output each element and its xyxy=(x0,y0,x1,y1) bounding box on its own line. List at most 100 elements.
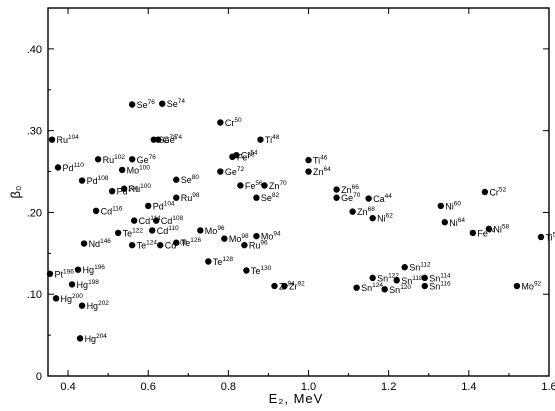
data-point xyxy=(155,136,162,143)
mass-number: 92 xyxy=(534,281,542,288)
element-symbol: Cd xyxy=(165,241,177,251)
element-symbol: Ca xyxy=(373,194,385,204)
data-point-label: Ge70 xyxy=(341,192,361,203)
data-point xyxy=(159,100,166,107)
element-symbol: Te xyxy=(123,228,133,238)
mass-number: 202 xyxy=(98,300,109,307)
data-point-label: Ni62 xyxy=(377,213,393,224)
mass-number: 70 xyxy=(353,192,361,199)
data-point xyxy=(92,207,100,215)
data-point xyxy=(52,295,60,302)
data-point-label: Fe58 xyxy=(237,151,255,162)
data-point-label: Sn120 xyxy=(389,284,411,295)
data-point xyxy=(401,264,408,271)
data-point xyxy=(114,229,122,237)
data-point-label: Pd110 xyxy=(63,162,85,173)
mass-number: 122 xyxy=(388,272,399,279)
data-point-label: Cd116 xyxy=(101,205,123,216)
element-symbol: Cd xyxy=(161,216,173,226)
element-symbol: Pd xyxy=(87,176,98,186)
element-symbol: Ru xyxy=(249,241,261,251)
element-symbol: Se xyxy=(167,99,178,109)
data-point xyxy=(46,270,54,277)
element-symbol: Ru xyxy=(57,135,69,145)
data-point-label: Cr54 xyxy=(241,150,258,161)
data-point xyxy=(393,277,400,284)
data-point xyxy=(305,156,312,164)
data-point xyxy=(78,302,86,309)
data-point-label: Te124 xyxy=(137,240,158,251)
element-symbol: Ge xyxy=(341,193,353,203)
element-symbol: Fe xyxy=(477,228,488,238)
element-symbol: Sn xyxy=(377,273,388,283)
mass-number: 106 xyxy=(128,186,139,193)
mass-number: 74 xyxy=(175,134,183,141)
data-point-label: Ru100 xyxy=(129,183,152,194)
mass-number: 98 xyxy=(241,233,249,240)
element-symbol: Fe xyxy=(245,181,256,191)
element-symbol: Mo xyxy=(521,282,534,292)
element-symbol: Pd xyxy=(63,163,74,173)
element-symbol: Zn xyxy=(313,167,324,177)
x-axis-title: E₂, MeV xyxy=(269,391,324,406)
data-point-label: Cr50 xyxy=(225,117,242,128)
data-point-label: Se80 xyxy=(181,174,200,185)
mass-number: 204 xyxy=(96,333,107,340)
mass-number: 70 xyxy=(279,180,287,187)
data-point xyxy=(94,156,102,163)
mass-number: 80 xyxy=(192,174,200,181)
data-point-label: Hg200 xyxy=(61,293,84,304)
data-point-label: Hg196 xyxy=(83,264,106,275)
data-point-label: Cr52 xyxy=(489,187,506,198)
data-point xyxy=(74,266,82,273)
data-point xyxy=(120,185,128,192)
element-symbol: Zr xyxy=(289,282,298,292)
mass-number: 54 xyxy=(488,227,496,234)
mass-number: 116 xyxy=(440,281,451,288)
data-point-label: Pt196 xyxy=(55,268,75,279)
element-symbol: Pd xyxy=(117,187,128,197)
data-point-label: Sn114 xyxy=(429,272,451,283)
data-point xyxy=(118,166,126,174)
mass-number: 100 xyxy=(139,164,150,171)
mass-number: 82 xyxy=(272,192,280,199)
data-point xyxy=(365,195,372,202)
data-point xyxy=(537,233,545,241)
mass-number: 108 xyxy=(98,175,109,182)
element-symbol: Ni xyxy=(449,218,458,228)
mass-number: 92 xyxy=(297,281,305,288)
element-symbol: Hg xyxy=(77,280,89,290)
data-point xyxy=(369,274,376,282)
data-point xyxy=(271,282,278,290)
data-point xyxy=(421,274,428,282)
element-symbol: Ni xyxy=(377,214,386,224)
mass-number: 50 xyxy=(553,231,555,238)
data-point-label: Fe56 xyxy=(245,180,263,191)
mass-number: 104 xyxy=(164,200,175,207)
element-symbol: Fe xyxy=(237,152,248,162)
mass-number: 54 xyxy=(250,150,258,157)
mass-number: 78 xyxy=(169,134,177,141)
data-point-label: Nd146 xyxy=(89,238,112,249)
data-point xyxy=(145,202,152,210)
plot-frame xyxy=(47,7,550,377)
mass-number: 94 xyxy=(273,231,281,238)
data-point xyxy=(253,232,260,240)
element-symbol: Te xyxy=(181,238,191,248)
mass-number: 44 xyxy=(385,193,393,200)
mass-number: 56 xyxy=(255,180,263,187)
data-point xyxy=(68,281,76,288)
data-point xyxy=(128,156,136,163)
element-symbol: Se xyxy=(137,100,148,110)
element-symbol: Sn xyxy=(361,283,372,293)
data-point-label: Hg204 xyxy=(85,333,108,344)
data-point xyxy=(128,241,136,249)
data-point-label: Ti46 xyxy=(313,155,328,166)
x-tick-label: 1.0 xyxy=(301,381,316,393)
mass-number: 146 xyxy=(100,238,111,245)
mass-number: 98 xyxy=(192,192,200,199)
mass-number: 60 xyxy=(454,200,462,207)
data-point xyxy=(150,136,158,143)
element-symbol: Zn xyxy=(357,207,368,217)
mass-number: 58 xyxy=(502,223,510,230)
